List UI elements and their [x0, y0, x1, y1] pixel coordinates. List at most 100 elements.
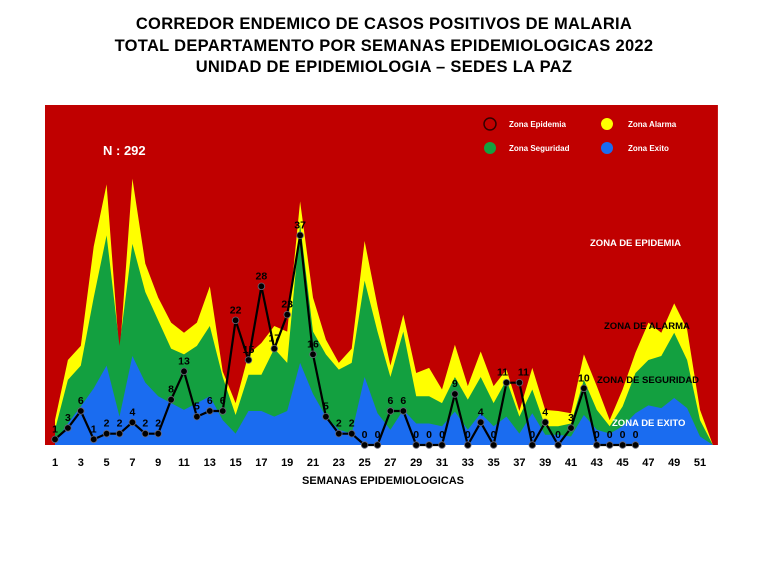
case-data-label: 16 [307, 338, 319, 350]
case-point [489, 441, 498, 449]
case-data-label: 3 [568, 412, 574, 424]
case-data-label: 0 [594, 429, 600, 441]
case-data-label: 11 [497, 367, 508, 379]
case-point [425, 441, 433, 449]
case-data-label: 17 [268, 333, 280, 345]
case-data-label: 15 [243, 344, 255, 356]
case-data-label: 0 [555, 429, 561, 441]
case-data-label: 4 [542, 406, 548, 418]
case-point [464, 441, 472, 449]
case-data-label: 10 [578, 372, 590, 384]
case-point [64, 424, 72, 432]
legend-marker-alarma [601, 118, 613, 130]
case-data-label: 2 [336, 418, 342, 430]
case-data-label: 0 [362, 429, 368, 441]
case-point [541, 418, 549, 427]
case-data-label: 6 [387, 395, 393, 407]
x-tick-label: 51 [694, 457, 706, 469]
x-tick-label: 3 [78, 457, 84, 469]
case-point [309, 350, 317, 359]
case-data-label: 8 [168, 384, 174, 396]
case-data-label: 2 [349, 418, 355, 430]
case-point [244, 356, 253, 364]
case-point [231, 316, 240, 325]
chart-title-line-2: TOTAL DEPARTAMENTO POR SEMANAS EPIDEMIOL… [114, 37, 654, 55]
case-point [193, 412, 201, 421]
case-data-label: 0 [439, 429, 445, 441]
x-tick-label: 35 [487, 457, 499, 469]
legend-marker-exito [601, 142, 613, 154]
zone-label-alarma: ZONA DE ALARMA [604, 321, 690, 332]
case-data-label: 0 [633, 429, 639, 441]
case-data-label: 2 [117, 418, 123, 430]
case-point [141, 429, 149, 438]
case-data-label: 0 [491, 429, 497, 441]
case-data-label: 6 [207, 395, 213, 407]
x-tick-label: 17 [255, 457, 267, 469]
case-point [257, 282, 266, 291]
x-tick-label: 41 [565, 457, 577, 469]
case-data-label: 22 [230, 304, 242, 316]
case-point [102, 429, 111, 438]
case-data-label: 0 [465, 429, 471, 441]
case-point [335, 429, 343, 438]
case-point [502, 378, 511, 387]
case-point [399, 407, 407, 415]
case-data-label: 23 [281, 299, 293, 311]
legend-marker-epidemia [483, 117, 497, 131]
case-point [322, 412, 330, 421]
case-data-label: 4 [478, 406, 484, 418]
x-tick-label: 45 [616, 457, 628, 469]
case-data-label: 5 [323, 401, 329, 413]
zone-label-exito: ZONA DE EXITO [612, 418, 685, 429]
legend-label-alarma: Zona Alarma [628, 120, 677, 129]
case-point [515, 378, 524, 387]
case-data-label: 0 [413, 429, 419, 441]
case-data-label: 0 [529, 429, 535, 441]
case-data-label: 9 [452, 378, 458, 390]
case-point [631, 441, 640, 449]
case-data-label: 6 [220, 395, 226, 407]
chart-title-line-3: UNIDAD DE EPIDEMIOLOGIA – SEDES LA PAZ [195, 58, 573, 76]
x-tick-label: 1 [52, 457, 58, 469]
legend-label-exito: Zona Exito [628, 144, 669, 153]
case-point [270, 344, 278, 353]
case-point [89, 435, 98, 444]
x-tick-label: 37 [513, 457, 525, 469]
x-tick-label: 33 [462, 457, 474, 469]
case-point [360, 441, 369, 449]
case-data-label: 0 [607, 429, 613, 441]
case-point [128, 418, 137, 427]
x-tick-label: 15 [229, 457, 241, 469]
case-point [412, 441, 420, 449]
case-point [348, 429, 356, 438]
case-data-label: 1 [52, 423, 58, 435]
case-data-label: 0 [375, 429, 381, 441]
case-point [451, 390, 459, 398]
legend: Zona Epidemia Zona Alarma Zona Seguridad… [483, 117, 677, 154]
x-tick-label: 23 [333, 457, 345, 469]
case-point [554, 441, 562, 449]
legend-label-epidemia: Zona Epidemia [509, 120, 566, 129]
x-axis-label: SEMANAS EPIDEMIOLOGICAS [302, 475, 464, 487]
zone-label-seguridad: ZONA DE SEGURIDAD [597, 375, 699, 386]
case-data-label: 0 [426, 429, 432, 441]
case-point [528, 441, 536, 449]
case-data-label: 2 [104, 418, 110, 430]
case-point [296, 231, 304, 240]
case-data-label: 37 [294, 219, 306, 231]
case-point [283, 310, 291, 319]
zone-area-zona-exito [55, 356, 713, 445]
case-data-label: 1 [91, 423, 97, 435]
zone-label-epidemia: ZONA DE EPIDEMIA [590, 238, 681, 249]
x-tick-label: 5 [104, 457, 110, 469]
case-point [115, 429, 124, 438]
case-point [567, 424, 575, 432]
x-tick-label: 13 [204, 457, 216, 469]
case-data-label: 4 [129, 406, 135, 418]
case-data-label: 11 [518, 367, 529, 379]
case-point [154, 429, 162, 438]
case-point [580, 384, 588, 393]
x-tick-label: 29 [410, 457, 422, 469]
